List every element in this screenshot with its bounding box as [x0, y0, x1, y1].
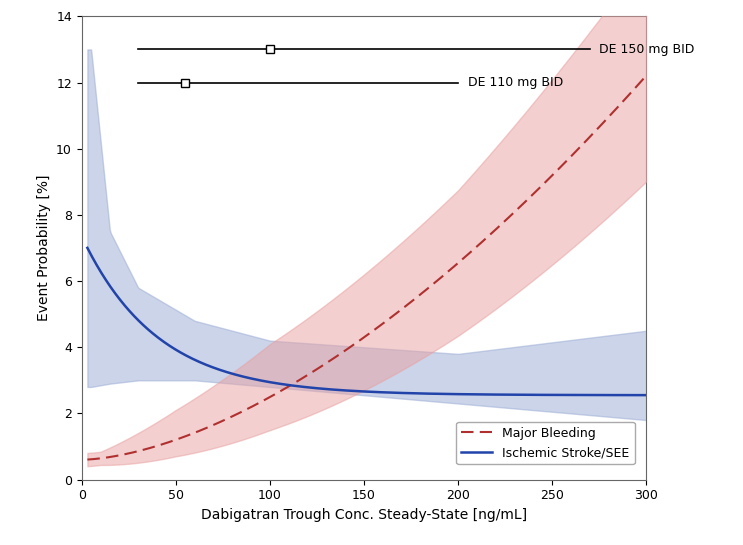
Legend: Major Bleeding, Ischemic Stroke/SEE: Major Bleeding, Ischemic Stroke/SEE [456, 422, 635, 464]
X-axis label: Dabigatran Trough Conc. Steady-State [ng/mL]: Dabigatran Trough Conc. Steady-State [ng… [201, 508, 527, 522]
Y-axis label: Event Probability [%]: Event Probability [%] [36, 175, 51, 321]
Text: DE 110 mg BID: DE 110 mg BID [467, 76, 563, 89]
Text: DE 150 mg BID: DE 150 mg BID [600, 43, 695, 56]
